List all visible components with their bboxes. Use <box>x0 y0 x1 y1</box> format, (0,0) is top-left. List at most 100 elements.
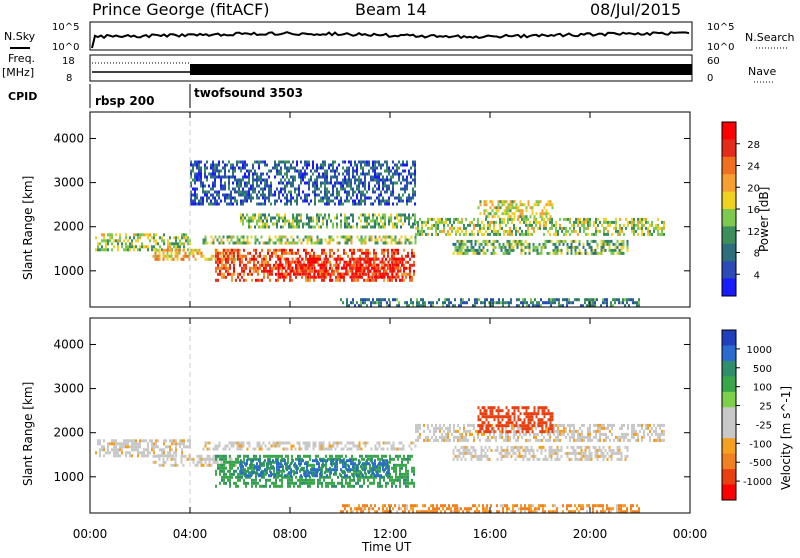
heatmap-cell <box>103 454 105 457</box>
heatmap-cell <box>506 301 508 304</box>
heatmap-cell <box>330 276 332 279</box>
heatmap-cell <box>177 442 179 445</box>
heatmap-cell <box>232 164 234 167</box>
heatmap-cell <box>353 485 355 488</box>
heatmap-cell <box>183 245 185 248</box>
heatmap-cell <box>376 474 378 477</box>
heatmap-cell <box>542 215 544 218</box>
heatmap-cell <box>238 161 240 164</box>
heatmap-cell <box>393 445 395 448</box>
station-title: Prince George (fitACF) <box>92 0 270 19</box>
heatmap-cell <box>155 239 157 242</box>
heatmap-cell <box>175 439 177 442</box>
heatmap-cell <box>242 179 244 182</box>
heatmap-cell <box>264 203 266 206</box>
heatmap-cell <box>451 224 453 227</box>
heatmap-cell <box>327 485 329 488</box>
heatmap-cell <box>159 258 161 261</box>
heatmap-cell <box>577 224 579 227</box>
heatmap-cell <box>209 442 211 445</box>
heatmap-cell <box>366 197 368 200</box>
heatmap-cell <box>149 451 151 454</box>
heatmap-cell <box>370 203 372 206</box>
heatmap-cell <box>245 242 247 245</box>
heatmap-cell <box>255 267 257 270</box>
heatmap-cell <box>199 461 201 464</box>
heatmap-cell <box>599 221 601 224</box>
heatmap-cell <box>277 279 279 282</box>
heatmap-cell <box>237 239 239 242</box>
heatmap-cell <box>348 185 350 188</box>
heatmap-cell <box>417 427 419 430</box>
heatmap-cell <box>443 430 445 433</box>
heatmap-cell <box>330 170 332 173</box>
heatmap-cell <box>233 445 235 448</box>
heatmap-cell <box>223 461 225 464</box>
heatmap-cell <box>356 264 358 267</box>
heatmap-cell <box>493 243 495 246</box>
heatmap-cell <box>214 167 216 170</box>
heatmap-cell <box>277 239 279 242</box>
heatmap-cell <box>351 279 353 282</box>
heatmap-cell <box>457 246 459 249</box>
heatmap-cell <box>229 273 231 276</box>
heatmap-cell <box>384 217 386 220</box>
heatmap-cell <box>225 261 227 264</box>
heatmap-cell <box>391 467 393 470</box>
heatmap-cell <box>577 221 579 224</box>
heatmap-cell <box>575 240 577 243</box>
heatmap-cell <box>377 239 379 242</box>
heatmap-cell <box>515 240 517 243</box>
heatmap-cell <box>248 220 250 223</box>
heatmap-cell <box>319 479 321 482</box>
heatmap-cell <box>270 203 272 206</box>
heatmap-cell <box>347 242 349 245</box>
heatmap-cell <box>542 209 544 212</box>
heatmap-cell <box>187 236 189 239</box>
heatmap-cell <box>522 212 524 215</box>
heatmap-cell <box>306 173 308 176</box>
heatmap-cell <box>219 467 221 470</box>
heatmap-cell <box>225 264 227 267</box>
heatmap-cell <box>344 223 346 226</box>
heatmap-cell <box>512 203 514 206</box>
heatmap-cell <box>384 220 386 223</box>
nsky-label: N.Sky <box>4 30 36 43</box>
heatmap-cell <box>474 301 476 304</box>
heatmap-cell <box>169 242 171 245</box>
heatmap-cell <box>264 164 266 167</box>
heatmap-cell <box>275 261 277 264</box>
heatmap-cell <box>493 230 495 233</box>
heatmap-cell <box>309 279 311 282</box>
heatmap-cell <box>293 482 295 485</box>
heatmap-cell <box>284 258 286 261</box>
heatmap-cell <box>255 236 257 239</box>
heatmap-cell <box>358 182 360 185</box>
heatmap-cell <box>242 161 244 164</box>
heatmap-cell <box>201 255 203 258</box>
heatmap-cell <box>340 220 342 223</box>
heatmap-cell <box>258 197 260 200</box>
heatmap-cell <box>378 214 380 217</box>
heatmap-cell <box>413 470 415 473</box>
heatmap-cell <box>223 242 225 245</box>
heatmap-cell <box>286 261 288 264</box>
heatmap-cell <box>187 445 189 448</box>
heatmap-cell <box>240 182 242 185</box>
heatmap-cell <box>368 223 370 226</box>
heatmap-cell <box>609 221 611 224</box>
heatmap-cell <box>175 442 177 445</box>
heatmap-cell <box>251 485 253 488</box>
heatmap-cell <box>333 252 335 255</box>
heatmap-cell <box>519 243 521 246</box>
heatmap-cell <box>524 301 526 304</box>
heatmap-cell <box>101 448 103 451</box>
heatmap-cell <box>295 482 297 485</box>
heatmap-cell <box>393 252 395 255</box>
heatmap-cell <box>173 258 175 261</box>
heatmap-cell <box>338 267 340 270</box>
heatmap-cell <box>251 236 253 239</box>
heatmap-cell <box>443 436 445 439</box>
heatmap-cell <box>351 455 353 458</box>
heatmap-cell <box>507 252 509 255</box>
